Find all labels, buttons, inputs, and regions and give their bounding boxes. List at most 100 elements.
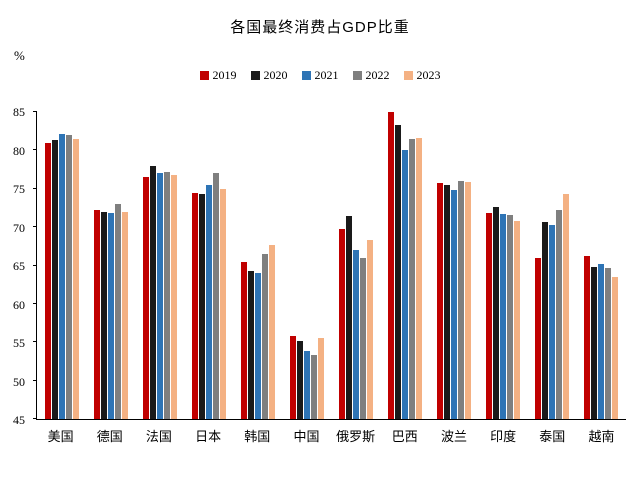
y-tick-mark xyxy=(33,264,37,266)
legend-label: 2022 xyxy=(365,68,390,82)
bar-2022 xyxy=(360,257,366,419)
bar-2019 xyxy=(388,112,395,419)
bar-2023 xyxy=(170,174,177,419)
x-axis-label: 泰国 xyxy=(539,429,566,444)
x-axis-label: 波兰 xyxy=(440,429,467,444)
y-tick-label: 70 xyxy=(13,220,25,235)
bar-2023 xyxy=(121,211,128,419)
x-axis-label: 中国 xyxy=(293,429,320,444)
bar-2019 xyxy=(339,229,345,419)
bar-2022 xyxy=(114,204,121,419)
y-tick-label: 65 xyxy=(13,259,25,273)
plot-area xyxy=(33,111,626,420)
bar-2021 xyxy=(156,173,163,419)
y-tick-mark xyxy=(33,149,37,151)
y-tick-mark xyxy=(33,111,37,112)
y-axis-labels: 45 50 55 60 65 70 75 80 85 xyxy=(0,106,31,426)
legend-swatch xyxy=(403,71,413,80)
bar-group xyxy=(528,112,577,419)
bar-2021 xyxy=(402,150,409,419)
y-tick-mark xyxy=(33,418,37,419)
y-tick-label: 80 xyxy=(13,143,25,158)
bar-2019 xyxy=(437,183,444,419)
y-tick-label: 50 xyxy=(13,374,25,389)
bar-2019 xyxy=(486,212,493,419)
bar-2019 xyxy=(240,261,247,419)
legend-label: 2019 xyxy=(212,68,237,82)
bar-2023 xyxy=(72,138,79,419)
bar-group xyxy=(331,112,380,419)
bar-2021 xyxy=(353,250,359,419)
bar-2019 xyxy=(289,336,296,419)
bar-2023 xyxy=(465,181,472,419)
y-tick-mark xyxy=(33,187,37,189)
bar-2022 xyxy=(163,171,170,419)
bar-group xyxy=(577,112,626,419)
bar-group xyxy=(479,112,528,419)
bar-2023 xyxy=(367,240,373,419)
legend-swatch xyxy=(250,71,260,80)
bar-2023 xyxy=(563,194,570,419)
y-tick-label: 45 xyxy=(13,413,25,427)
bar-2020 xyxy=(149,165,156,419)
legend-swatch xyxy=(199,71,209,80)
bar-2019 xyxy=(44,142,51,419)
bar-2020 xyxy=(198,194,205,419)
bar-2021 xyxy=(500,214,507,419)
bar-2021 xyxy=(598,263,605,419)
bar-2020 xyxy=(51,140,58,419)
bar-2022 xyxy=(261,254,268,419)
legend-swatch xyxy=(301,71,311,80)
x-axis-label: 印度 xyxy=(490,429,517,444)
y-tick-label: 75 xyxy=(13,182,25,196)
bar-groups xyxy=(37,112,626,419)
x-axis-label: 俄罗斯 xyxy=(336,429,376,444)
bar-2020 xyxy=(100,211,107,419)
x-axis-label: 美国 xyxy=(47,429,74,444)
bar-2021 xyxy=(303,351,310,419)
legend: 2019 2020 2021 2022 2023 xyxy=(0,68,640,83)
bar-2023 xyxy=(219,188,226,419)
bar-2021 xyxy=(549,224,556,419)
bar-2021 xyxy=(58,133,65,419)
legend-item: 2021 xyxy=(301,68,339,83)
bar-2022 xyxy=(458,181,465,419)
legend-label: 2023 xyxy=(416,68,441,82)
bar-2021 xyxy=(451,190,458,419)
bar-2020 xyxy=(296,340,303,419)
bar-2020 xyxy=(247,270,254,419)
bar-2022 xyxy=(310,354,317,419)
bar-group xyxy=(135,112,184,419)
bar-2019 xyxy=(535,257,542,419)
bar-group xyxy=(184,112,233,419)
bar-2021 xyxy=(254,273,261,419)
bar-2020 xyxy=(591,267,598,419)
bar-2019 xyxy=(191,192,198,419)
y-tick-mark xyxy=(33,302,37,304)
x-axis-label: 巴西 xyxy=(391,429,418,444)
bar-2022 xyxy=(409,138,416,419)
chart-title: 各国最终消费占GDP比重 xyxy=(230,19,410,36)
legend-swatch xyxy=(352,71,362,80)
y-tick-mark xyxy=(33,341,37,343)
bar-group xyxy=(233,112,282,419)
legend-label: 2021 xyxy=(314,68,339,82)
bar-2020 xyxy=(444,184,451,419)
bar-2022 xyxy=(212,173,219,419)
x-axis-label: 越南 xyxy=(588,429,615,444)
legend-item: 2022 xyxy=(352,68,390,83)
y-tick-label: 60 xyxy=(13,297,25,312)
bar-2020 xyxy=(395,125,402,419)
bar-2020 xyxy=(542,221,549,419)
bar-2023 xyxy=(268,244,275,419)
y-tick-label: 55 xyxy=(13,336,25,350)
bar-2023 xyxy=(612,277,619,419)
bar-2022 xyxy=(65,135,72,419)
x-axis-label: 日本 xyxy=(195,429,222,444)
x-axis-label: 韩国 xyxy=(244,429,271,444)
legend-item: 2020 xyxy=(250,68,288,83)
bar-group xyxy=(86,112,135,419)
x-axis-label: 法国 xyxy=(145,429,172,444)
bar-2022 xyxy=(556,210,563,419)
